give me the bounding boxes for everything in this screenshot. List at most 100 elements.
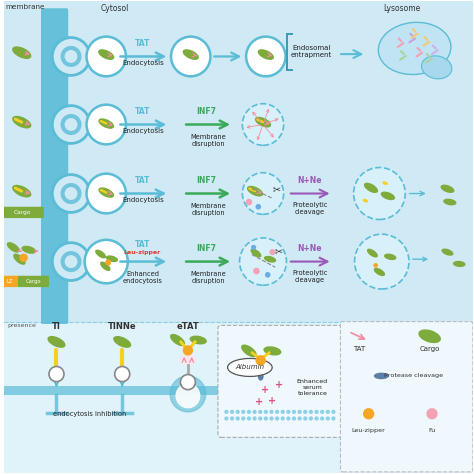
- Text: TINNe: TINNe: [108, 322, 137, 331]
- FancyBboxPatch shape: [218, 325, 342, 438]
- Ellipse shape: [320, 416, 324, 420]
- Ellipse shape: [320, 410, 324, 414]
- Ellipse shape: [363, 408, 374, 419]
- Text: Endocytosis: Endocytosis: [122, 60, 164, 66]
- FancyBboxPatch shape: [0, 276, 19, 287]
- Ellipse shape: [314, 410, 319, 414]
- Ellipse shape: [281, 416, 285, 420]
- Circle shape: [64, 50, 77, 63]
- Ellipse shape: [364, 182, 378, 193]
- Circle shape: [64, 187, 77, 200]
- Circle shape: [61, 46, 82, 67]
- Ellipse shape: [258, 410, 262, 414]
- Ellipse shape: [326, 416, 330, 420]
- Text: Leu-zipper: Leu-zipper: [352, 428, 385, 433]
- Text: +: +: [268, 395, 276, 406]
- Ellipse shape: [12, 46, 31, 59]
- Circle shape: [239, 238, 286, 285]
- Ellipse shape: [378, 22, 451, 74]
- Ellipse shape: [7, 242, 20, 253]
- Ellipse shape: [421, 56, 452, 79]
- Ellipse shape: [258, 49, 274, 60]
- Text: Endosomal
entrapment: Endosomal entrapment: [291, 45, 332, 58]
- Circle shape: [246, 36, 285, 76]
- Ellipse shape: [331, 410, 336, 414]
- Text: Proteolytic
cleavage: Proteolytic cleavage: [292, 202, 328, 215]
- Ellipse shape: [314, 416, 319, 420]
- Ellipse shape: [106, 255, 118, 262]
- Ellipse shape: [303, 410, 307, 414]
- Text: INF7: INF7: [197, 244, 217, 253]
- Ellipse shape: [21, 246, 36, 254]
- Text: presence: presence: [8, 323, 36, 328]
- FancyBboxPatch shape: [4, 323, 474, 474]
- Ellipse shape: [298, 410, 302, 414]
- Ellipse shape: [281, 410, 285, 414]
- Text: Lysosome: Lysosome: [383, 4, 420, 13]
- Circle shape: [85, 240, 128, 283]
- Ellipse shape: [264, 256, 276, 263]
- Ellipse shape: [170, 334, 185, 346]
- Ellipse shape: [309, 410, 313, 414]
- Text: Cytosol: Cytosol: [100, 4, 128, 13]
- Circle shape: [52, 174, 90, 212]
- Circle shape: [87, 36, 126, 76]
- Text: Enhanced
serum
tolerance: Enhanced serum tolerance: [297, 379, 328, 396]
- Text: ✂: ✂: [274, 246, 283, 256]
- Text: TAT: TAT: [135, 39, 150, 48]
- Circle shape: [87, 173, 126, 213]
- Ellipse shape: [286, 410, 291, 414]
- Text: endocytosis inhibition: endocytosis inhibition: [53, 410, 126, 417]
- Text: Cargo: Cargo: [26, 279, 41, 284]
- Text: Cargo: Cargo: [419, 346, 440, 352]
- Circle shape: [49, 366, 64, 382]
- Ellipse shape: [298, 416, 302, 420]
- Text: Cargo: Cargo: [14, 210, 31, 215]
- Circle shape: [64, 255, 77, 268]
- FancyBboxPatch shape: [4, 0, 474, 323]
- Text: INF7: INF7: [197, 176, 217, 185]
- Ellipse shape: [427, 408, 438, 419]
- Text: Membrane
disruption: Membrane disruption: [190, 203, 226, 216]
- Text: +: +: [261, 385, 269, 395]
- Ellipse shape: [253, 268, 260, 274]
- Text: Leu-zipper: Leu-zipper: [124, 250, 161, 255]
- Ellipse shape: [363, 199, 368, 202]
- Ellipse shape: [230, 416, 234, 420]
- Text: Membrane
disruption: Membrane disruption: [190, 271, 226, 284]
- Ellipse shape: [230, 410, 234, 414]
- Text: INF7: INF7: [197, 107, 217, 116]
- Ellipse shape: [47, 336, 65, 348]
- Ellipse shape: [19, 254, 28, 262]
- Ellipse shape: [224, 416, 228, 420]
- Text: +: +: [255, 397, 264, 408]
- Circle shape: [181, 374, 195, 390]
- Text: LZ: LZ: [6, 279, 13, 284]
- Ellipse shape: [241, 410, 246, 414]
- Ellipse shape: [286, 416, 291, 420]
- Ellipse shape: [441, 248, 454, 256]
- Text: TAT: TAT: [135, 240, 150, 249]
- Circle shape: [170, 376, 206, 412]
- Circle shape: [52, 106, 90, 144]
- Ellipse shape: [367, 249, 378, 257]
- Text: TAT: TAT: [135, 176, 150, 185]
- Text: Membrane
disruption: Membrane disruption: [190, 134, 226, 147]
- Ellipse shape: [292, 410, 296, 414]
- Ellipse shape: [326, 410, 330, 414]
- Ellipse shape: [224, 410, 228, 414]
- Ellipse shape: [247, 186, 263, 197]
- Circle shape: [242, 104, 283, 146]
- Circle shape: [354, 167, 405, 219]
- Ellipse shape: [246, 199, 252, 205]
- Ellipse shape: [253, 416, 257, 420]
- Ellipse shape: [258, 372, 264, 381]
- Ellipse shape: [292, 416, 296, 420]
- Text: N+Ne: N+Ne: [298, 244, 322, 253]
- Text: Enhanced
endocytosis: Enhanced endocytosis: [122, 271, 162, 284]
- Text: N+Ne: N+Ne: [298, 176, 322, 185]
- FancyBboxPatch shape: [4, 386, 248, 395]
- Ellipse shape: [383, 181, 388, 185]
- Ellipse shape: [265, 272, 271, 278]
- Circle shape: [171, 36, 210, 76]
